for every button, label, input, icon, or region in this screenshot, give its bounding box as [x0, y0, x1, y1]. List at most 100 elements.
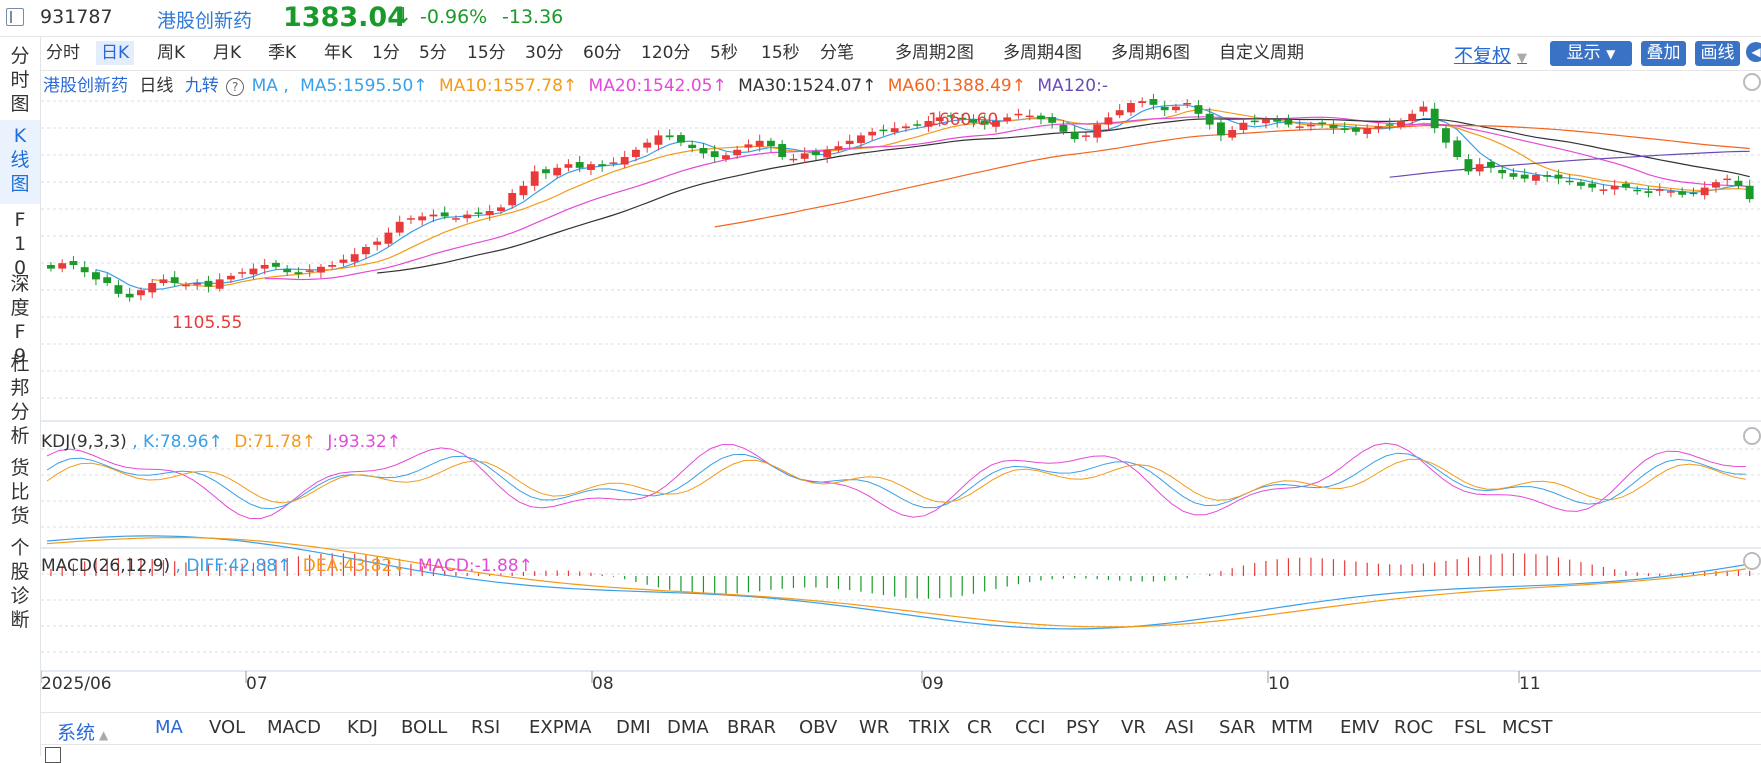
nav-compare[interactable]: 货比货	[0, 452, 40, 532]
candle-body	[632, 149, 640, 157]
tab-indicator-ma[interactable]: MA	[155, 717, 183, 738]
tab-15sec[interactable]: 15秒	[761, 43, 800, 63]
tab-60min[interactable]: 60分	[583, 43, 622, 63]
candle-body	[362, 247, 370, 255]
tab-1min[interactable]: 1分	[372, 43, 400, 63]
tab-indicator-vr[interactable]: VR	[1121, 717, 1146, 738]
tab-5min[interactable]: 5分	[419, 43, 447, 63]
tab-indicator-mcst[interactable]: MCST	[1502, 717, 1553, 738]
help-icon[interactable]: ?	[226, 78, 245, 96]
tab-5sec[interactable]: 5秒	[710, 43, 738, 63]
xaxis-label-aug: 08	[592, 674, 614, 694]
tab-indicator-mtm[interactable]: MTM	[1271, 717, 1314, 738]
candle-body	[1070, 131, 1079, 139]
tab-indicator-fsl[interactable]: FSL	[1454, 717, 1486, 738]
tab-indicator-vol[interactable]: VOL	[209, 717, 246, 738]
nav-dupont[interactable]: 杜邦分析	[0, 348, 40, 452]
low-price-label: 1105.55	[172, 313, 243, 333]
candle-body	[924, 121, 933, 127]
candle-body	[193, 283, 202, 285]
ma60-line	[714, 124, 1750, 228]
tab-indicator-macd[interactable]: MACD	[267, 717, 321, 738]
tab-indicator-psy[interactable]: PSY	[1066, 717, 1100, 738]
expand-icon[interactable]	[45, 747, 61, 763]
kline-chart-area[interactable]	[41, 71, 1761, 711]
chevron-up-icon: ▲	[99, 728, 109, 742]
tab-indicator-cr[interactable]: CR	[967, 717, 993, 738]
nav-kline[interactable]: K线图	[0, 120, 40, 204]
tab-15min[interactable]: 15分	[467, 43, 506, 63]
candle-body	[1093, 124, 1102, 138]
candle-body	[677, 135, 685, 143]
candle-body	[373, 241, 382, 245]
xaxis-label-jun: 2025/06	[41, 674, 112, 694]
tab-custom-period[interactable]: 自定义周期	[1219, 43, 1304, 63]
candle-body	[902, 126, 910, 129]
tab-indicator-cci[interactable]: CCI	[1015, 717, 1046, 738]
candle-body	[69, 261, 78, 265]
change-percent: -0.96%	[420, 6, 488, 28]
candle-body	[992, 121, 1000, 127]
candle-body	[834, 146, 843, 150]
candle-body	[1250, 120, 1259, 123]
candle-body	[857, 135, 865, 143]
candle-body	[1183, 103, 1192, 105]
kdj-k-line	[46, 452, 1746, 510]
tab-indicator-obv[interactable]: OBV	[799, 717, 838, 738]
tab-monthly-k[interactable]: 月K	[213, 43, 242, 63]
tab-30min[interactable]: 30分	[525, 43, 564, 63]
collapse-panel-icon[interactable]: ◀	[1746, 42, 1761, 62]
tab-indicator-dmi[interactable]: DMI	[616, 717, 651, 738]
tab-indicator-trix[interactable]: TRIX	[909, 717, 951, 738]
nav-intraday[interactable]: 分时图	[0, 40, 40, 120]
tab-120min[interactable]: 120分	[641, 43, 691, 63]
tab-indicator-wr[interactable]: WR	[859, 717, 890, 738]
tab-indicator-asi[interactable]: ASI	[1165, 717, 1195, 738]
tab-indicator-dma[interactable]: DMA	[667, 717, 709, 738]
tab-multi-6[interactable]: 多周期6图	[1111, 43, 1190, 63]
kdj-settings-gear-icon[interactable]	[1743, 427, 1761, 445]
candle-body	[947, 115, 955, 117]
candle-body	[350, 254, 359, 262]
tab-indicator-kdj[interactable]: KDJ	[347, 717, 378, 738]
tab-system[interactable]: 系统 ▲	[57, 718, 108, 745]
period-tab-bar: 分时 日K 周K 月K 季K 年K 1分 5分 15分 30分 60分 120分…	[41, 36, 1761, 71]
tab-indicator-roc[interactable]: ROC	[1394, 717, 1434, 738]
legend-jiuzhuan[interactable]: 九转	[184, 76, 219, 96]
overlay-button[interactable]: 叠加	[1641, 41, 1686, 66]
nav-compare-label: 货比货	[10, 457, 30, 527]
candle-body	[1352, 127, 1360, 132]
main-settings-gear-icon[interactable]	[1743, 73, 1761, 91]
tab-indicator-boll[interactable]: BOLL	[401, 717, 448, 738]
nav-f10[interactable]: F10	[0, 204, 40, 279]
draw-line-button[interactable]: 画线	[1695, 41, 1740, 66]
legend-ma120: MA120:-	[1037, 76, 1108, 96]
nav-diagnosis[interactable]: 个股诊断	[0, 532, 40, 636]
tab-daily-k[interactable]: 日K	[96, 41, 135, 65]
candle-body	[485, 211, 494, 215]
sidebar-toggle-icon[interactable]	[6, 8, 24, 26]
tab-multi-2[interactable]: 多周期2图	[895, 43, 974, 63]
nav-dupont-label: 杜邦分析	[10, 353, 30, 447]
tab-indicator-emv[interactable]: EMV	[1340, 717, 1380, 738]
candle-body	[744, 144, 753, 148]
macd-lines	[46, 535, 1746, 630]
tab-weekly-k[interactable]: 周K	[157, 43, 186, 63]
tab-indicator-sar[interactable]: SAR	[1219, 717, 1256, 738]
stock-name[interactable]: 港股创新药	[157, 10, 253, 32]
tab-indicator-rsi[interactable]: RSI	[471, 717, 501, 738]
tab-intraday[interactable]: 分时	[46, 43, 80, 63]
candle-body	[530, 171, 539, 186]
tab-indicator-expma[interactable]: EXPMA	[529, 717, 592, 738]
candle-body	[260, 265, 269, 269]
tab-indicator-brar[interactable]: BRAR	[727, 717, 776, 738]
fuquan-dropdown[interactable]: 不复权 ▼	[1454, 41, 1527, 68]
display-button[interactable]: 显示 ▼	[1550, 41, 1632, 66]
tab-quarterly-k[interactable]: 季K	[268, 43, 297, 63]
macd-settings-gear-icon[interactable]	[1743, 552, 1761, 570]
nav-depth-f9[interactable]: 深度F9	[0, 268, 40, 367]
tab-tick[interactable]: 分笔	[820, 43, 854, 63]
kdj-legend: KDJ(9,3,3) , K:78.96↑ D:71.78↑ J:93.32↑	[41, 432, 407, 452]
tab-yearly-k[interactable]: 年K	[324, 43, 353, 63]
tab-multi-4[interactable]: 多周期4图	[1003, 43, 1082, 63]
